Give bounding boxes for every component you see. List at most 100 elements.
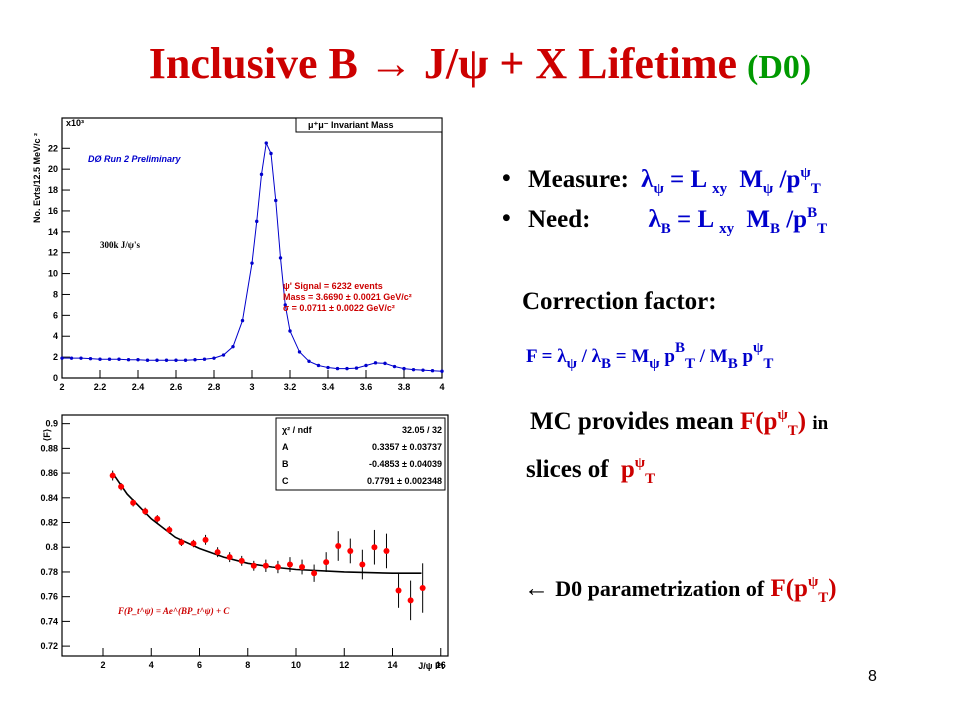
data-point [193, 358, 197, 362]
x-tick-label: 2 [59, 382, 64, 392]
x-tick-label: 2.2 [94, 382, 107, 392]
data-point [255, 219, 259, 224]
mc-line: MC provides mean F(pψT) in [530, 407, 828, 440]
y-axis-label: No. Evts/12.5 MeV/c ² [32, 133, 42, 223]
data-point [136, 358, 140, 362]
y-tick-label: 10 [48, 269, 58, 279]
text: B [727, 356, 738, 372]
data-point [190, 540, 197, 547]
y-tick-label: 20 [48, 164, 58, 174]
data-point [240, 318, 245, 323]
text: p [742, 346, 754, 367]
y-tick-label: 12 [48, 248, 58, 258]
text: xy [719, 221, 735, 237]
page-number: 8 [868, 668, 877, 685]
text: T [818, 590, 829, 606]
data-point [262, 562, 269, 569]
data-point [283, 303, 287, 307]
x-tick-label: 10 [291, 660, 301, 670]
text: T [810, 181, 821, 197]
text: p [664, 346, 675, 367]
data-point [326, 365, 330, 370]
x-tick-label: 14 [388, 660, 398, 670]
data-point [118, 483, 125, 490]
text: ψ [800, 165, 811, 181]
bullet-measure: • Measure: λψ = L xy Mψ /pψT [502, 165, 821, 197]
text: B [807, 205, 818, 221]
x-tick-label: 3 [249, 382, 254, 392]
text: B [601, 356, 612, 372]
text: /p [786, 206, 808, 233]
data-point [107, 357, 112, 361]
x-tick-label: 3.8 [398, 382, 411, 392]
data-point [214, 549, 221, 556]
data-point [221, 353, 226, 357]
data-point [183, 358, 188, 362]
text: slices of [526, 456, 609, 483]
param-line: ← D0 parametrization of F(pψT) [524, 574, 837, 607]
data-point [364, 363, 368, 368]
fit-formula: F(P_t^ψ) = Ae^(BP_t^ψ) + C [117, 606, 230, 616]
x-tick-label: 3.2 [284, 382, 297, 392]
data-point [440, 369, 444, 373]
data-point [345, 366, 349, 371]
text: ← [524, 575, 549, 602]
stat-name: C [282, 476, 289, 486]
x-tick-label: 3.6 [360, 382, 373, 392]
y-tick-label: 18 [48, 185, 58, 195]
data-point [202, 357, 207, 361]
correction-formula: F = λψ / λB = Mψ pBT / MB pψT [526, 340, 773, 373]
y-tick-label: 22 [48, 143, 58, 153]
data-point [238, 557, 245, 564]
data-point [60, 356, 64, 360]
fit-curve [112, 472, 422, 574]
y-tick-label: 0.84 [40, 493, 58, 503]
y-tick-label: 0.9 [45, 419, 58, 429]
data-point [430, 368, 435, 373]
y-tick-label: 0.88 [40, 443, 58, 453]
y-tick-label: 16 [48, 206, 58, 216]
text: ψ [634, 455, 646, 471]
data-point [126, 358, 131, 362]
text: p [620, 456, 635, 483]
text: Need: [528, 206, 591, 233]
text: λ [641, 166, 654, 193]
data-point [402, 366, 406, 371]
y-tick-label: 0.76 [40, 592, 58, 602]
text: xy [712, 181, 728, 197]
slide-title: Inclusive B → J/ψ + X Lifetime (D0) [0, 38, 960, 89]
data-point [383, 361, 387, 366]
data-point [166, 526, 173, 533]
data-point [88, 356, 93, 361]
data-point [335, 543, 342, 550]
data-point [145, 358, 150, 362]
text: B [674, 340, 685, 356]
y-axis-label: ⟨F⟩ [42, 429, 52, 442]
text: / M [699, 346, 728, 367]
data-point [226, 554, 233, 561]
data-point [130, 499, 137, 506]
data-point [323, 559, 330, 566]
data-point [142, 508, 149, 515]
fit-stat: σ = 0.0711 ± 0.0022 GeV/c² [283, 303, 395, 313]
stat-value: 0.7791 ± 0.002348 [367, 476, 442, 486]
data-point [202, 536, 209, 543]
y-tick-label: 0.86 [40, 468, 58, 478]
y-tick-label: 0 [53, 373, 58, 383]
fit-stat: Mass = 3.6690 ± 0.0021 GeV/c² [283, 292, 412, 302]
legend-box [295, 117, 443, 133]
data-point [250, 562, 257, 569]
data-point [274, 198, 278, 203]
data-point [316, 363, 321, 368]
text: M [746, 206, 770, 233]
stat-name: A [282, 442, 289, 452]
x-tick-label: 2.4 [132, 382, 145, 392]
text: ψ [649, 356, 660, 372]
y-tick-label: 0.8 [45, 542, 58, 552]
text: ψ [807, 574, 819, 590]
data-point [231, 344, 235, 349]
data-point [297, 350, 302, 354]
data-point [347, 547, 354, 554]
data-point [264, 141, 268, 145]
